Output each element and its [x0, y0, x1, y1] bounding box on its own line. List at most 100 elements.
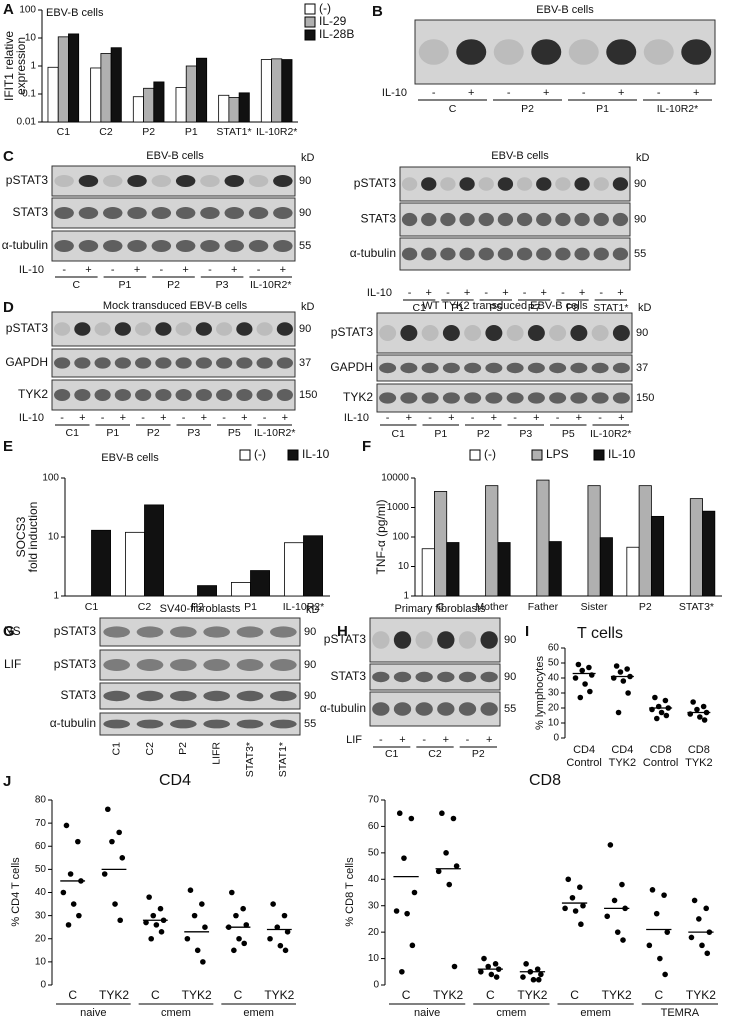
- x-tick-label: P2: [191, 601, 204, 613]
- y-tick-label: 50: [548, 658, 560, 669]
- blot-band: [458, 671, 477, 683]
- kd-label: 90: [304, 690, 316, 702]
- blot-band: [103, 659, 130, 671]
- data-point: [665, 705, 672, 711]
- sign: -: [111, 264, 115, 276]
- blot-band: [497, 247, 514, 261]
- blot-band: [74, 322, 91, 336]
- sign: -: [408, 287, 412, 299]
- x-tick-label: C: [402, 988, 411, 1002]
- blot-band: [248, 240, 269, 252]
- blot-band: [606, 39, 637, 65]
- legend-swatch: [304, 29, 316, 41]
- legend-swatch: [469, 449, 481, 461]
- x-tick-label: Control: [643, 757, 678, 769]
- blot-band: [114, 389, 131, 401]
- y-tick-label: 20: [368, 927, 380, 938]
- blot-band: [236, 626, 264, 638]
- kd-label: 37: [299, 357, 311, 369]
- data-point: [270, 901, 276, 907]
- blot-band: [549, 325, 567, 341]
- y-tick-label: 1: [30, 61, 36, 72]
- blot-band: [549, 362, 567, 374]
- blot-strip: [99, 682, 301, 710]
- blot-band: [415, 631, 433, 649]
- y-tick-label: 60: [368, 821, 380, 832]
- bar: [110, 47, 122, 123]
- blot-band: [78, 240, 99, 252]
- group-label: C1: [412, 302, 426, 314]
- blot-strip: [369, 663, 501, 691]
- kd-label: 150: [299, 389, 317, 401]
- x-tick-label: C: [151, 988, 160, 1002]
- blot-band: [203, 626, 231, 638]
- blot-band: [236, 322, 253, 336]
- sign: +: [541, 287, 547, 299]
- data-point: [396, 810, 403, 817]
- blot-band: [103, 690, 130, 702]
- data-point: [233, 912, 239, 919]
- blot-band: [114, 357, 131, 369]
- bar: [218, 94, 230, 123]
- blot-band: [216, 357, 233, 369]
- sign: +: [201, 412, 207, 424]
- data-point: [187, 887, 194, 893]
- blot-band: [464, 392, 482, 404]
- row-label: pSTAT3: [331, 325, 374, 339]
- blot-band: [256, 357, 273, 369]
- bar: [57, 36, 69, 123]
- legend-swatch: [593, 449, 605, 461]
- row-label: pSTAT3: [6, 321, 49, 335]
- data-point: [662, 971, 668, 978]
- data-point: [652, 694, 658, 701]
- blot-band: [379, 362, 397, 374]
- legend-swatch: [531, 449, 543, 461]
- blot-band: [497, 177, 514, 191]
- row-label: GAPDH: [330, 360, 373, 374]
- blot-band: [114, 322, 131, 336]
- blot-band: [54, 240, 74, 252]
- data-point: [699, 942, 705, 949]
- data-point: [663, 712, 670, 719]
- bar: [153, 81, 165, 123]
- blot-band: [681, 39, 712, 65]
- data-point: [75, 838, 81, 845]
- data-point: [194, 947, 201, 954]
- bar: [303, 535, 323, 597]
- sign: -: [466, 734, 470, 746]
- sign: +: [464, 287, 470, 299]
- y-tick-label: 20: [548, 703, 560, 714]
- blot-band: [103, 207, 123, 219]
- blot-band: [574, 177, 590, 191]
- bar: [185, 65, 197, 123]
- y-axis-label: % lymphocytes: [534, 656, 546, 730]
- blot-band: [612, 362, 630, 374]
- group-label: C: [449, 103, 457, 115]
- blot-band: [136, 626, 164, 638]
- sign: -: [257, 264, 261, 276]
- bar: [497, 542, 511, 597]
- kd-label: 55: [299, 240, 311, 252]
- group-label: IL-10R2*: [250, 279, 291, 291]
- blot-band: [531, 39, 562, 65]
- x-tick-label: C: [437, 601, 445, 613]
- data-point: [572, 908, 579, 914]
- row-label: α-tubulin: [2, 238, 48, 252]
- sign: -: [507, 87, 511, 99]
- x-tick-label: TYK2: [99, 988, 129, 1002]
- blot-band: [270, 719, 297, 729]
- sign: +: [579, 287, 585, 299]
- data-point: [202, 924, 208, 930]
- x-tick-label: P2: [639, 601, 652, 613]
- blot-band: [612, 212, 629, 227]
- treatment-label: IL-10: [19, 412, 44, 424]
- blot-band: [401, 177, 418, 191]
- x-tick-label: STAT3*: [679, 601, 714, 613]
- data-point: [225, 924, 232, 930]
- data-point: [70, 901, 77, 907]
- sign: +: [280, 264, 286, 276]
- blot-band: [643, 39, 674, 65]
- sign: +: [576, 412, 582, 424]
- blot-band: [612, 325, 630, 341]
- group-label: P2: [521, 103, 534, 115]
